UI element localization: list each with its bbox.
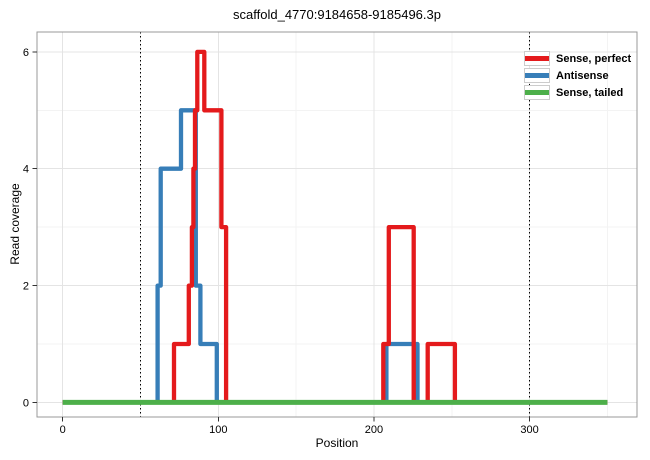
legend-item-sense-perfect: Sense, perfect [524, 50, 631, 67]
panel-border [36, 31, 638, 418]
x-axis-label: Position [315, 436, 359, 450]
legend-key-sense-perfect [524, 51, 550, 66]
x-tick-label: 100 [209, 424, 227, 436]
legend-label-sense-tailed: Sense, tailed [556, 86, 624, 99]
legend: Sense, perfect Antisense Sense, tailed [524, 50, 631, 101]
series-line-antisense [62, 108, 608, 405]
legend-key-sense-tailed [524, 85, 550, 100]
legend-item-antisense: Antisense [524, 67, 631, 84]
legend-swatch-sense-tailed [525, 90, 549, 95]
y-tick-label: 2 [23, 281, 29, 293]
legend-label-sense-perfect: Sense, perfect [556, 52, 632, 65]
plot-title: scaffold_4770:9184658-9185496.3p [233, 7, 441, 22]
y-tick-label: 6 [23, 47, 29, 59]
legend-key-antisense [524, 68, 550, 83]
legend-label-antisense: Antisense [556, 69, 609, 82]
y-tick-label: 4 [23, 164, 29, 176]
y-axis-label: Read coverage [8, 183, 22, 265]
legend-swatch-sense-perfect [525, 56, 549, 61]
x-tick-label: 0 [60, 424, 66, 436]
legend-swatch-antisense [525, 73, 549, 78]
x-tick-label: 300 [520, 424, 538, 436]
y-tick-label: 0 [23, 397, 29, 409]
legend-item-sense-tailed: Sense, tailed [524, 84, 631, 101]
x-tick-label: 200 [365, 424, 383, 436]
